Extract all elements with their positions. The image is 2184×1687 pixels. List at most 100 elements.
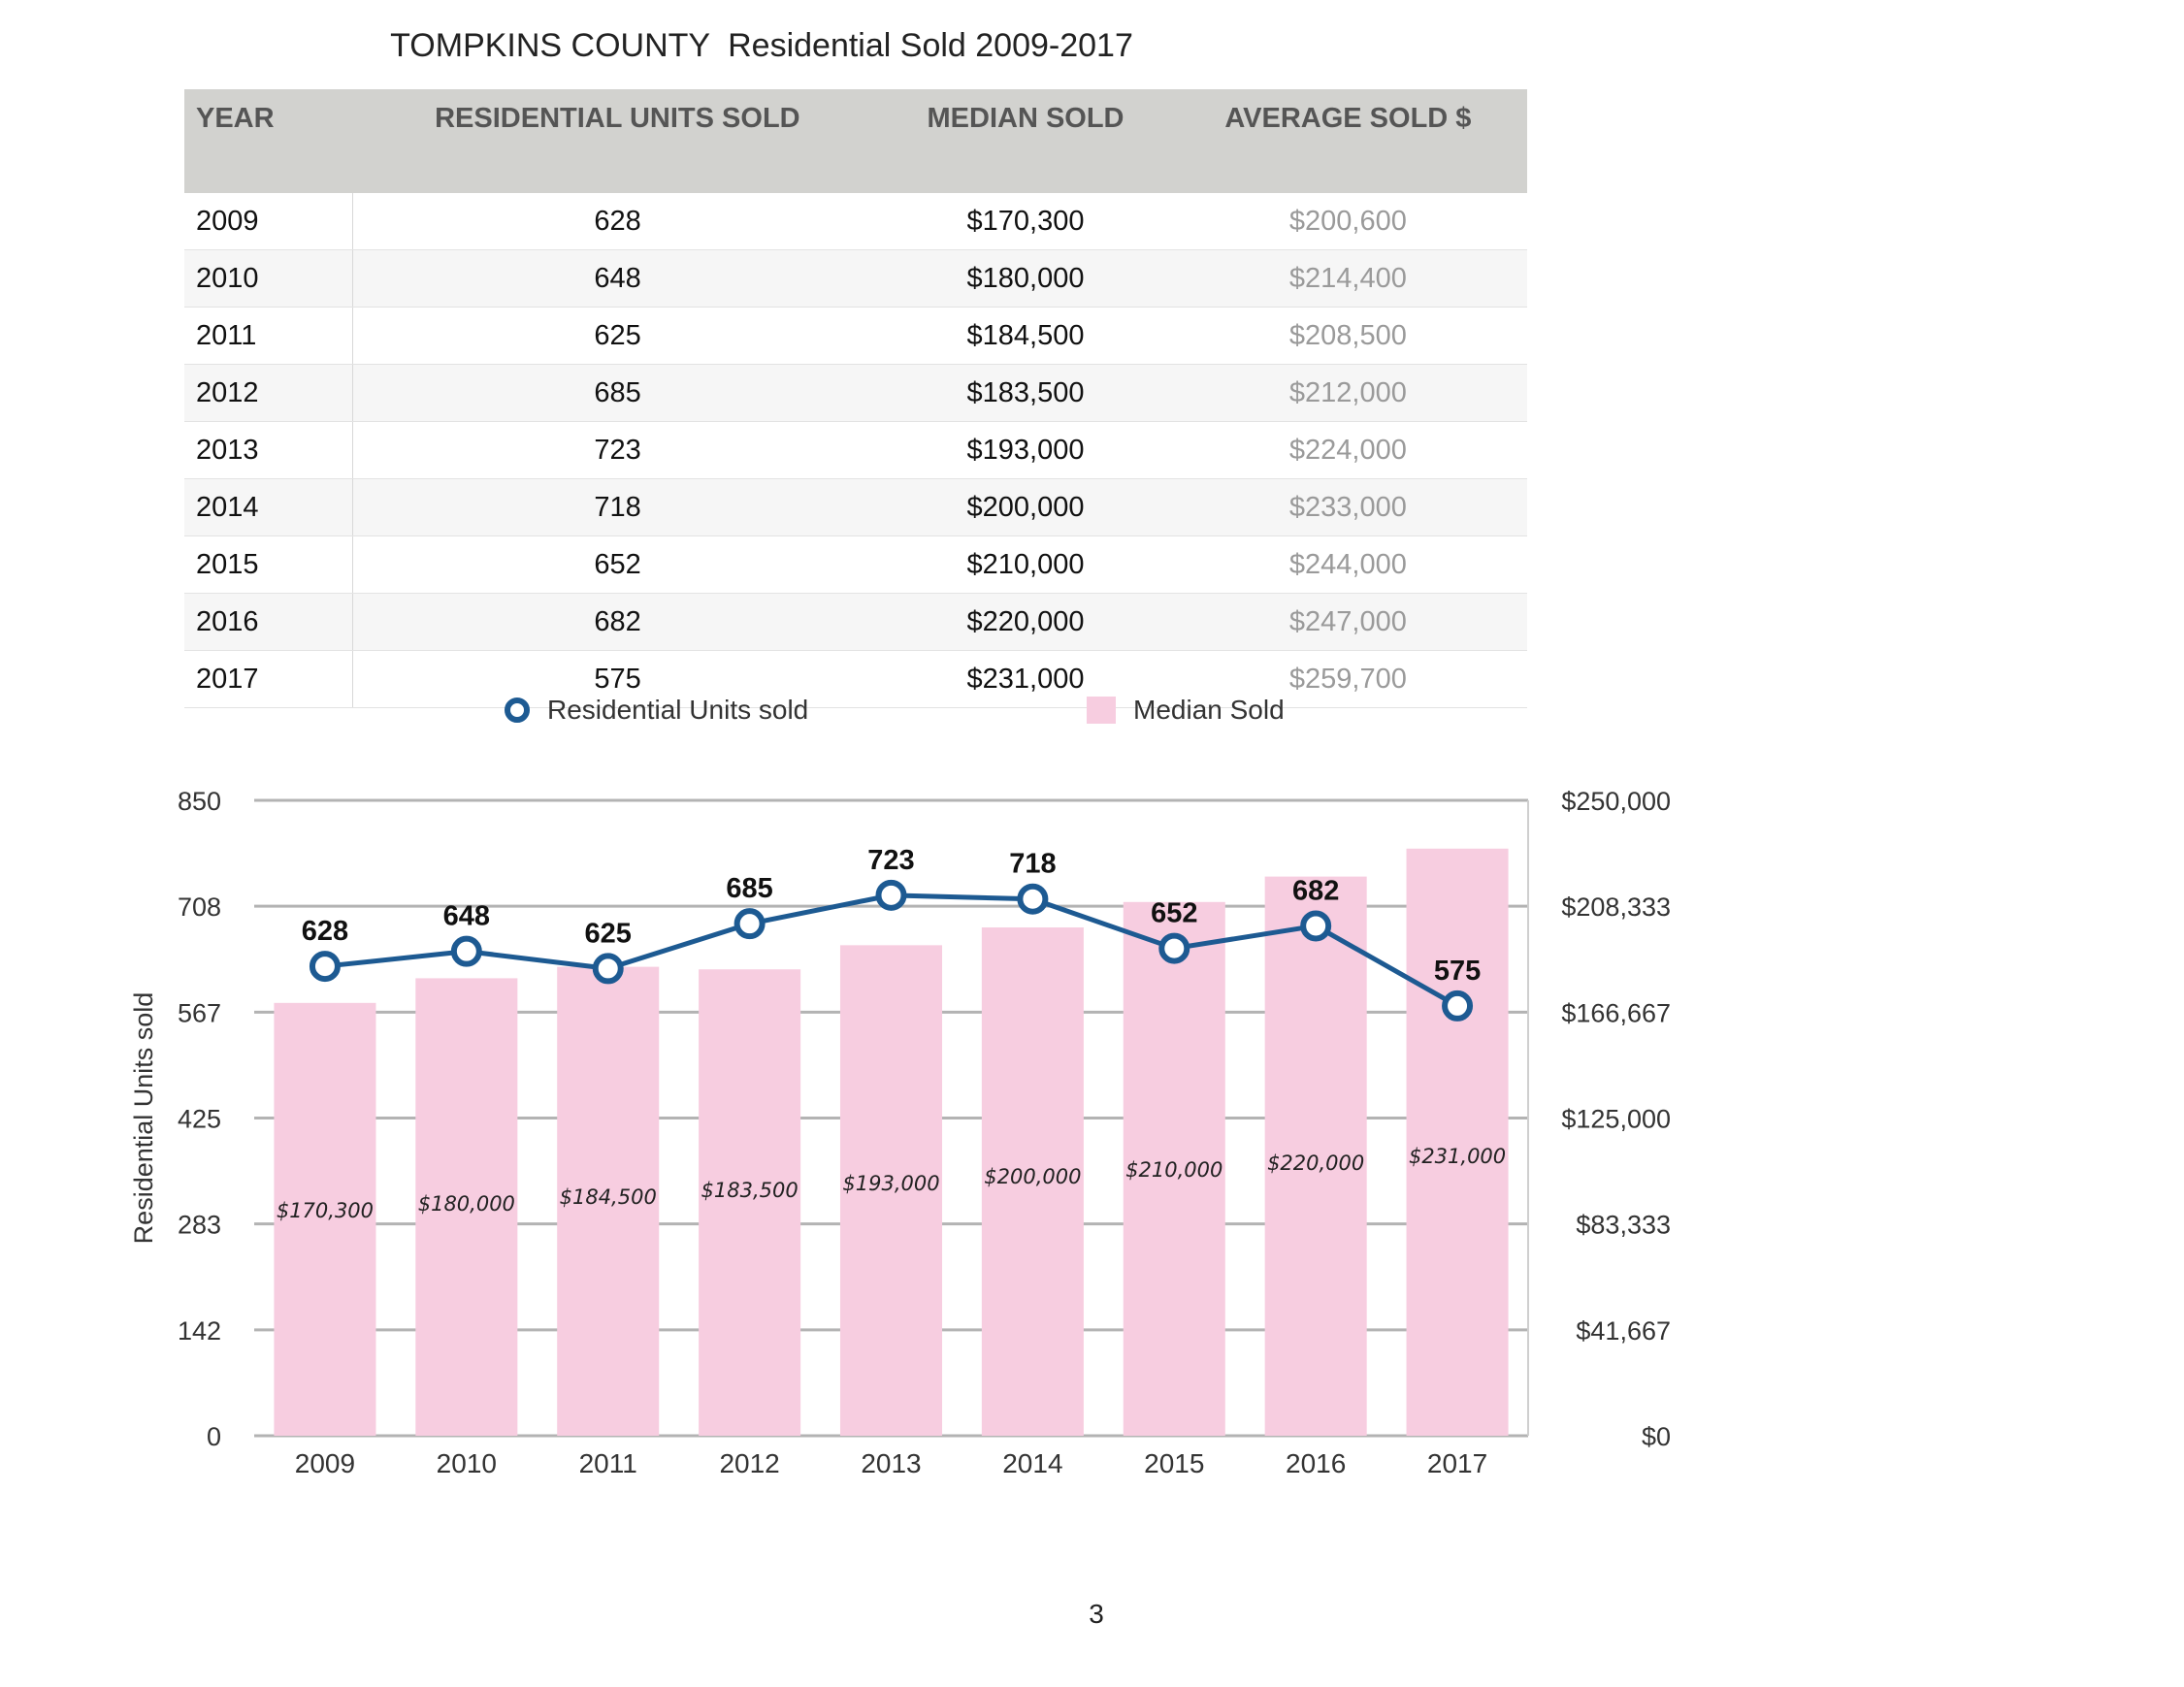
cell-average: $214,400: [1168, 249, 1527, 308]
units-point: [1300, 910, 1332, 942]
cell-year: 2015: [184, 535, 353, 594]
header-average: AVERAGE SOLD $: [1168, 89, 1527, 193]
table-header-row: YEAR RESIDENTIAL UNITS SOLD MEDIAN SOLD …: [184, 89, 1527, 193]
chart-legend: Residential Units sold Median Sold: [0, 695, 2184, 733]
cell-year: 2009: [184, 193, 353, 250]
units-data-label: 575: [1434, 956, 1481, 987]
units-data-label: 685: [726, 873, 772, 904]
cell-units: 718: [352, 478, 883, 536]
median-bar: [415, 978, 518, 1436]
units-data-label: 652: [1151, 898, 1197, 929]
median-bar: [557, 966, 660, 1436]
combo-chart: 0 $0 142 $41,667 283 $83,333 425 $125,000 567 $16…: [129, 787, 1671, 1478]
units-data-label: 648: [443, 901, 490, 932]
table-row: 2015 652 $210,000 $244,000: [184, 535, 1527, 594]
cell-median: $200,000: [882, 478, 1169, 536]
cell-average: $244,000: [1168, 535, 1527, 594]
median-bar: [839, 945, 943, 1436]
legend-label-median: Median Sold: [1133, 695, 1285, 725]
x-tick-label: 2015: [1144, 1448, 1204, 1478]
table-row: 2012 685 $183,500 $212,000: [184, 364, 1527, 422]
y2-tick-label: $125,000: [1561, 1105, 1671, 1134]
table-row: 2009 628 $170,300 $200,600: [184, 193, 1527, 250]
table-row: 2016 682 $220,000 $247,000: [184, 593, 1527, 651]
cell-median: $231,000: [882, 650, 1169, 708]
x-tick-label: 2013: [861, 1448, 921, 1478]
x-tick-label: 2010: [437, 1448, 497, 1478]
units-point: [875, 879, 907, 911]
y-tick-label: 0: [207, 1422, 221, 1451]
y2-tick-label: $166,667: [1561, 998, 1671, 1027]
cell-average: $259,700: [1168, 650, 1527, 708]
cell-units: 625: [352, 307, 883, 365]
header-units: RESIDENTIAL UNITS SOLD: [352, 89, 883, 193]
median-bar: [699, 969, 801, 1436]
y2-tick-label: $0: [1642, 1422, 1671, 1451]
y-tick-label: 142: [178, 1316, 221, 1346]
y-tick-label: 850: [178, 787, 221, 816]
y2-tick-label: $41,667: [1576, 1316, 1671, 1346]
cell-year: 2013: [184, 421, 353, 479]
y2-tick-label: $208,333: [1561, 892, 1671, 922]
units-data-label: 682: [1292, 875, 1339, 906]
cell-units: 628: [352, 193, 883, 250]
median-bar: [274, 1002, 376, 1436]
x-tick-label: 2012: [719, 1448, 779, 1478]
median-bar: [1406, 848, 1509, 1436]
table-row: 2017 575 $231,000 $259,700: [184, 650, 1527, 708]
cell-units: 648: [352, 249, 883, 308]
bar-value-label: $183,500: [701, 1179, 799, 1202]
cell-average: $233,000: [1168, 478, 1527, 536]
header-year: YEAR: [184, 89, 353, 193]
cell-median: $193,000: [882, 421, 1169, 479]
legend-item-median: Median Sold: [1087, 695, 1285, 726]
cell-average: $224,000: [1168, 421, 1527, 479]
title-county: TOMPKINS COUNTY: [390, 27, 711, 64]
legend-circle-marker-icon: [505, 698, 530, 723]
cell-median: $183,500: [882, 364, 1169, 422]
bar-value-label: $231,000: [1409, 1145, 1506, 1168]
cell-units: 685: [352, 364, 883, 422]
y-tick-label: 567: [178, 998, 221, 1027]
x-tick-label: 2011: [579, 1448, 637, 1478]
cell-units: 723: [352, 421, 883, 479]
bar-value-label: $184,500: [560, 1185, 657, 1209]
legend-item-units: Residential Units sold: [505, 695, 808, 726]
sales-table: YEAR RESIDENTIAL UNITS SOLD MEDIAN SOLD …: [184, 89, 1527, 708]
units-point: [1158, 932, 1190, 964]
bar-value-label: $193,000: [842, 1172, 939, 1195]
units-data-label: 628: [302, 916, 348, 947]
legend-bar-swatch-icon: [1087, 697, 1116, 724]
bar-value-label: $220,000: [1267, 1152, 1364, 1175]
x-tick-label: 2017: [1427, 1448, 1487, 1478]
cell-median: $170,300: [882, 193, 1169, 250]
units-data-label: 723: [867, 845, 914, 876]
table-row: 2010 648 $180,000 $214,400: [184, 249, 1527, 308]
cell-average: $200,600: [1168, 193, 1527, 250]
title-subtitle: Residential Sold 2009-2017: [728, 27, 1133, 64]
y2-tick-label: $250,000: [1561, 787, 1671, 816]
y2-tick-label: $83,333: [1576, 1211, 1671, 1240]
cell-units: 682: [352, 593, 883, 651]
y-tick-label: 708: [178, 892, 221, 922]
y-tick-label: 425: [178, 1105, 221, 1134]
cell-units: 652: [352, 535, 883, 594]
bar-value-label: $170,300: [277, 1199, 374, 1222]
cell-year: 2017: [184, 650, 353, 708]
units-point: [1442, 989, 1474, 1022]
bar-value-label: $200,000: [984, 1165, 1081, 1188]
legend-label-units: Residential Units sold: [547, 695, 809, 725]
y-axis-title: Residential Units sold: [129, 992, 158, 1245]
cell-median: $220,000: [882, 593, 1169, 651]
units-data-label: 625: [585, 918, 632, 949]
cell-median: $180,000: [882, 249, 1169, 308]
units-point: [309, 951, 341, 983]
x-tick-label: 2016: [1286, 1448, 1346, 1478]
median-bar: [981, 927, 1084, 1436]
cell-average: $208,500: [1168, 307, 1527, 365]
units-point: [450, 935, 482, 967]
chart-title: TOMPKINS COUNTY Residential Sold 2009-201…: [184, 27, 1339, 65]
x-tick-label: 2009: [295, 1448, 355, 1478]
y-tick-label: 283: [178, 1211, 221, 1240]
x-tick-label: 2014: [1002, 1448, 1062, 1478]
